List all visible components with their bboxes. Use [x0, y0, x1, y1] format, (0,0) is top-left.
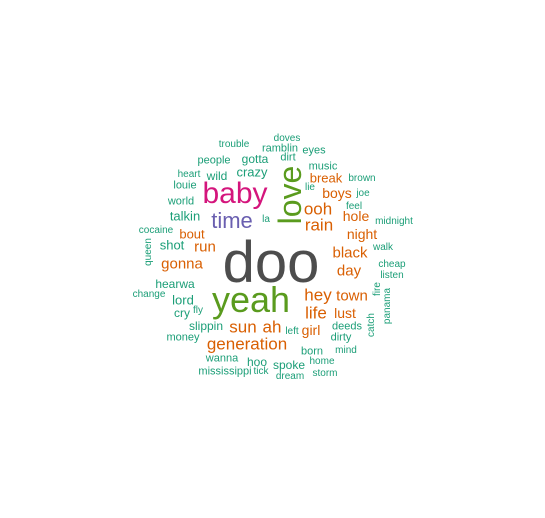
word-sun: sun: [229, 317, 257, 337]
word-generation: generation: [206, 334, 288, 354]
word-walk: walk: [372, 242, 394, 253]
word-dream: dream: [275, 371, 305, 382]
word-feel: feel: [345, 201, 363, 212]
word-fly: fly: [193, 305, 203, 316]
word-town: town: [336, 287, 368, 305]
word-music: music: [308, 160, 338, 173]
word-cheap: cheap: [378, 259, 406, 270]
word-deeds: deeds: [332, 320, 362, 333]
word-change: change: [132, 289, 166, 300]
word-born: born: [300, 345, 324, 358]
word-wanna: wanna: [205, 352, 239, 365]
word-gotta: gotta: [241, 152, 269, 166]
word-lust: lust: [334, 305, 356, 321]
word-ooh: ooh: [303, 199, 333, 219]
word-cry: cry: [174, 306, 190, 320]
word-hey: hey: [304, 285, 332, 305]
word-cocaine: cocaine: [138, 225, 174, 236]
word-heart: heart: [177, 169, 201, 180]
word-run: run: [194, 238, 216, 256]
word-midnight: midnight: [375, 216, 413, 227]
word-people: people: [197, 154, 231, 167]
word-home: home: [309, 356, 335, 367]
word-doo: doo: [222, 230, 320, 295]
word-joe: joe: [356, 188, 370, 199]
word-queen: queen: [143, 238, 154, 266]
word-rain: rain: [304, 215, 334, 235]
word-eyes: eyes: [302, 144, 326, 157]
word-day: day: [336, 262, 362, 280]
word-brown: brown: [348, 173, 376, 184]
word-lie: lie: [304, 182, 316, 193]
word-love: love: [272, 165, 308, 225]
word-dirty: dirty: [330, 331, 352, 344]
word-dirt: dirt: [280, 151, 296, 164]
word-doves: doves: [273, 133, 301, 144]
word-panama: panama: [382, 287, 393, 325]
word-yeah: yeah: [211, 279, 291, 320]
word-boys: boys: [322, 185, 352, 201]
word-louie: louie: [173, 179, 197, 192]
word-hoo: hoo: [246, 355, 268, 369]
word-world: world: [167, 195, 195, 208]
word-talkin: talkin: [169, 208, 201, 224]
word-wild: wild: [206, 169, 228, 183]
word-baby: baby: [202, 177, 268, 210]
word-left: left: [285, 326, 299, 337]
word-break: break: [309, 170, 343, 186]
word-mind: mind: [335, 345, 357, 356]
word-hole: hole: [342, 208, 370, 224]
word-shot: shot: [159, 237, 185, 253]
word-girl: girl: [301, 322, 321, 338]
word-lord: lord: [172, 292, 194, 308]
word-life: life: [305, 303, 327, 323]
word-night: night: [346, 226, 378, 242]
word-hearwa: hearwa: [155, 277, 195, 291]
word-slippin: slippin: [188, 319, 224, 333]
word-gonna: gonna: [161, 255, 203, 273]
word-trouble: trouble: [218, 139, 250, 150]
word-storm: storm: [312, 368, 338, 379]
word-time: time: [211, 208, 253, 233]
word-black: black: [332, 244, 368, 262]
word-bout: bout: [179, 226, 205, 242]
word-crazy: crazy: [236, 164, 268, 180]
word-la: la: [262, 214, 270, 225]
word-money: money: [166, 331, 200, 344]
word-spoke: spoke: [272, 358, 306, 372]
word-ah: ah: [262, 317, 282, 337]
word-listen: listen: [380, 270, 404, 281]
word-catch: catch: [366, 313, 377, 337]
word-ramblin: ramblin: [261, 142, 299, 155]
word-tick: tick: [253, 366, 269, 377]
word-mississippi: mississippi: [198, 365, 252, 378]
